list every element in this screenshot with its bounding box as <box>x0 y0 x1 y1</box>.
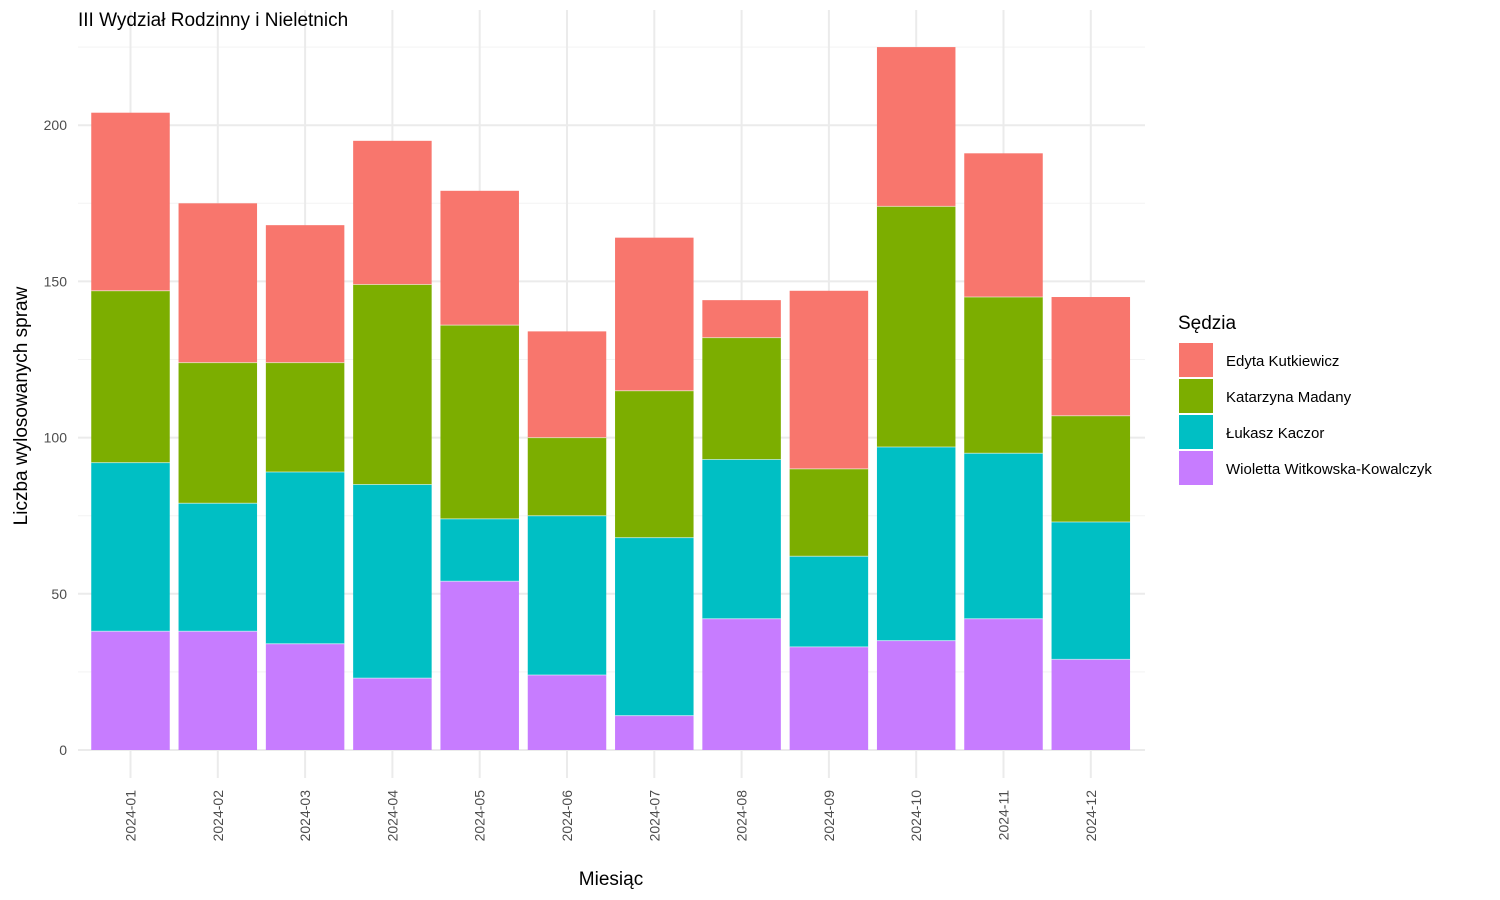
bar-segment <box>615 237 694 391</box>
legend-label: Łukasz Kaczor <box>1226 425 1324 442</box>
x-tick-label: 2024-08 <box>734 790 750 842</box>
bar-segment <box>1051 659 1131 750</box>
bar-segment <box>440 518 519 582</box>
bar-segment <box>353 484 432 679</box>
bar-segment <box>876 206 956 447</box>
bar-segment <box>178 362 258 504</box>
y-tick-label: 150 <box>44 273 68 289</box>
legend-label: Wioletta Witkowska-Kowalczyk <box>1226 461 1432 478</box>
chart-title: III Wydział Rodzinny i Nieletnich <box>78 10 348 31</box>
x-axis-ticks: 2024-01 2024-02 2024-03 2024-04 2024-05 2024-… <box>123 790 1099 842</box>
bar-segment <box>789 646 869 750</box>
x-tick-label: 2024-11 <box>996 790 1012 841</box>
x-tick-label: 2024-09 <box>821 790 837 842</box>
legend-swatch <box>1179 379 1213 413</box>
y-tick-label: 50 <box>51 586 67 602</box>
bar-segment <box>789 556 869 647</box>
bar-segment <box>702 459 781 619</box>
bar-segment <box>876 640 956 750</box>
x-tick-label: 2024-03 <box>297 790 313 842</box>
bar-segment <box>527 515 607 676</box>
bar-segment <box>353 140 432 285</box>
x-tick-label: 2024-01 <box>123 790 139 842</box>
bar-segment <box>178 203 258 363</box>
y-tick-label: 0 <box>59 742 67 758</box>
bar-segment <box>1051 521 1131 660</box>
bar-segment <box>702 337 781 460</box>
bar-segment <box>702 618 781 750</box>
bar-segment <box>789 290 869 469</box>
bar-segment <box>353 678 432 750</box>
x-tick-label: 2024-07 <box>646 790 662 842</box>
bars <box>91 47 1131 750</box>
x-tick-label: 2024-05 <box>472 790 488 842</box>
bar-segment <box>353 284 432 485</box>
legend-swatch <box>1179 451 1213 485</box>
y-axis-title: Liczba wylosowanych spraw <box>11 286 32 525</box>
y-tick-label: 100 <box>44 430 68 446</box>
bar-segment <box>702 300 781 338</box>
bar-segment <box>178 631 258 750</box>
legend-swatch <box>1179 343 1213 377</box>
bar-segment <box>440 190 519 326</box>
bar-segment <box>615 537 694 716</box>
bar-segment <box>91 631 170 750</box>
bar-segment <box>876 446 956 641</box>
bar-segment <box>91 462 170 632</box>
bar-segment <box>964 618 1043 750</box>
bar-segment <box>964 453 1043 619</box>
bar-segment <box>91 112 170 291</box>
x-tick-label: 2024-12 <box>1083 790 1099 842</box>
legend-label: Edyta Kutkiewicz <box>1226 353 1339 370</box>
x-axis-title: Miesiąc <box>579 869 643 890</box>
bar-segment <box>527 437 607 516</box>
bar-segment <box>615 715 694 750</box>
bar-segment <box>964 297 1043 454</box>
bar-segment <box>1051 297 1131 416</box>
bar-segment <box>178 503 258 632</box>
bar-segment <box>527 331 607 438</box>
bar-segment <box>265 225 345 363</box>
bar-segment <box>964 153 1043 298</box>
bar-segment <box>1051 415 1131 522</box>
y-tick-label: 200 <box>44 117 68 133</box>
y-axis-ticks: 0 50 100 150 200 <box>44 117 68 758</box>
legend-label: Katarzyna Madany <box>1226 389 1352 406</box>
bar-segment <box>527 675 607 750</box>
bar-segment <box>615 390 694 538</box>
bar-segment <box>440 325 519 519</box>
x-tick-label: 2024-02 <box>210 790 226 842</box>
bar-segment <box>789 468 869 557</box>
x-tick-label: 2024-10 <box>908 790 924 842</box>
bar-segment <box>265 471 345 644</box>
x-tick-label: 2024-06 <box>559 790 575 842</box>
legend-title: Sędzia <box>1178 313 1237 334</box>
bar-segment <box>265 643 345 750</box>
bar-segment <box>265 362 345 472</box>
bar-segment <box>440 581 519 750</box>
bar-segment <box>876 47 956 207</box>
legend-swatch <box>1179 415 1213 449</box>
legend: Sędzia Edyta Kutkiewicz Katarzyna Madany Ł… <box>1178 313 1432 485</box>
x-tick-label: 2024-04 <box>384 790 400 842</box>
bar-segment <box>91 290 170 463</box>
